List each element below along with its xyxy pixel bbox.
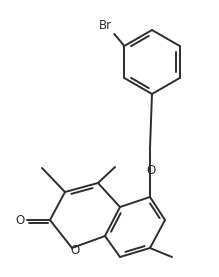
Text: O: O [70, 245, 80, 258]
Text: O: O [16, 214, 25, 227]
Text: O: O [146, 165, 156, 178]
Text: Br: Br [99, 19, 112, 32]
